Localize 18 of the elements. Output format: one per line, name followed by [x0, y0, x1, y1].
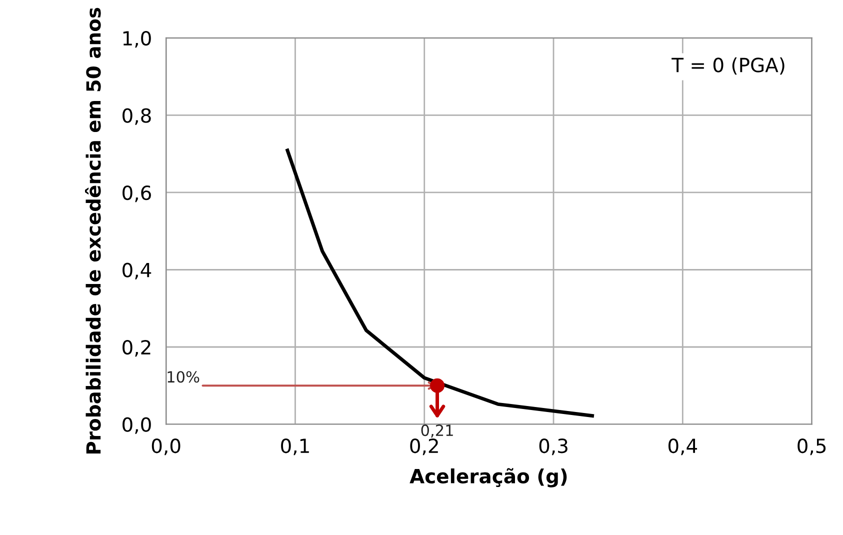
annotation: 0,21: [421, 424, 453, 438]
x-axis-title: Aceleração (g): [410, 468, 567, 488]
x-tick-label: 0,1: [281, 438, 309, 456]
x-tick-label: 0,0: [152, 438, 180, 456]
y-tick-label: 0,0: [122, 417, 151, 434]
line-series: [286, 148, 594, 418]
annotation: 10%: [168, 371, 200, 383]
y-tick-label: 0,4: [122, 262, 152, 280]
y-tick-label: 1,0: [123, 30, 151, 48]
y-tick-label: 0,2: [122, 340, 150, 357]
x-tick-label: 0,4: [668, 438, 698, 456]
y-axis-title: Probabilidade de excedência em 50 anos: [84, 8, 101, 454]
y-tick-label: 0,8: [122, 108, 151, 125]
x-tick-label: 0,2: [410, 438, 438, 456]
annotation: T = 0 (PGA): [672, 57, 784, 75]
y-tick-label: 0,6: [122, 185, 151, 202]
x-tick-label: 0,5: [798, 438, 826, 456]
x-tick-label: 0,3: [539, 438, 568, 456]
